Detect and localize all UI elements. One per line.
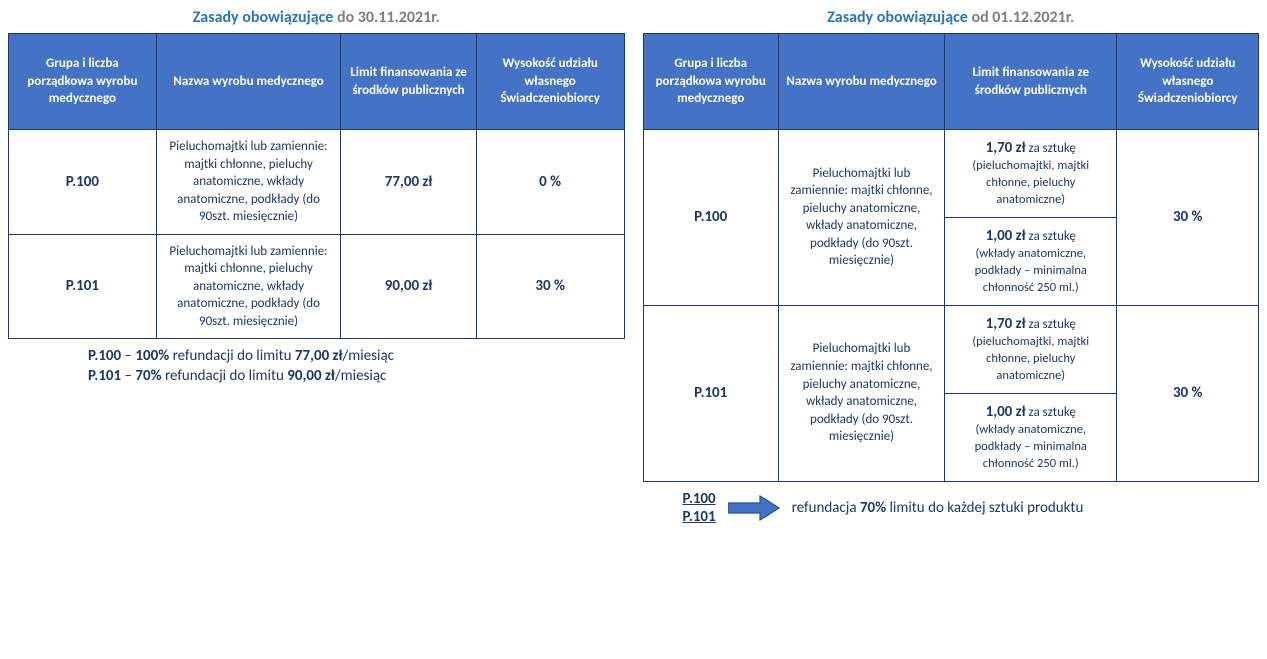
table-before: Grupa i liczba porządkowa wyrobu medyczn… — [8, 33, 625, 339]
th-share: Wysokość udziału własnego Świadczeniobio… — [476, 34, 624, 130]
cell-sublimit: 1,00 zł za sztukę (wkłady anatomiczne, p… — [945, 393, 1117, 481]
sublimit-note: (wkłady anatomiczne, podkłady – minimaln… — [951, 422, 1110, 473]
footer-amount: 90,00 zł — [287, 367, 335, 385]
arrow-right-icon — [728, 495, 780, 521]
title-before-accent: Zasady obowiązujące — [193, 8, 334, 27]
cell-limit: 90,00 zł — [341, 234, 476, 339]
footer-sep: – — [121, 367, 135, 385]
table-row: P.100 Pieluchomajtki lub zamiennie: majt… — [643, 130, 1259, 218]
panel-before: Zasady obowiązujące do 30.11.2021r. Grup… — [8, 8, 625, 387]
cell-name: Pieluchomajtki lub zamiennie: majtki chł… — [156, 130, 341, 235]
table-row: P.101 Pieluchomajtki lub zamiennie: majt… — [9, 234, 625, 339]
cell-name: Pieluchomajtki lub zamiennie: majtki chł… — [156, 234, 341, 339]
title-before: Zasady obowiązujące do 30.11.2021r. — [8, 8, 625, 27]
footer-line: P.100 – 100% refundacji do limitu 77,00 … — [8, 347, 625, 365]
title-after: Zasady obowiązujące od 01.12.2021r. — [643, 8, 1260, 27]
footer-mid: refundacji do limitu — [162, 367, 288, 385]
th-limit: Limit finansowania ze środków publicznyc… — [341, 34, 476, 130]
footer-text-pre: refundacja — [792, 499, 860, 517]
cell-share: 0 % — [476, 130, 624, 235]
sublimit-price: 1,70 zł — [986, 139, 1026, 157]
table-header-row: Grupa i liczba porządkowa wyrobu medyczn… — [9, 34, 625, 130]
cell-name: Pieluchomajtki lub zamiennie: majtki chł… — [778, 305, 944, 481]
footer-suffix: /miesiąc — [342, 347, 394, 365]
table-after: Grupa i liczba porządkowa wyrobu medyczn… — [643, 33, 1260, 482]
footer-text-post: limitu do każdej sztuki produktu — [886, 499, 1083, 517]
footer-suffix: /miesiąc — [335, 367, 387, 385]
cell-sublimit: 1,00 zł za sztukę (wkłady anatomiczne, p… — [945, 217, 1117, 305]
footer-amount: 77,00 zł — [295, 347, 343, 365]
footer-codes: P.100 P.101 — [683, 490, 716, 528]
th-name: Nazwa wyrobu medycznego — [778, 34, 944, 130]
sublimit-unit: za sztukę — [1026, 229, 1076, 244]
comparison-wrapper: Zasady obowiązujące do 30.11.2021r. Grup… — [8, 8, 1259, 527]
cell-share: 30 % — [1117, 305, 1259, 481]
th-limit: Limit finansowania ze środków publicznyc… — [945, 34, 1117, 130]
sublimit-price: 1,00 zł — [986, 403, 1026, 421]
cell-sublimit: 1,70 zł za sztukę (pieluchomajtki, majtk… — [945, 305, 1117, 393]
title-before-dim: do 30.11.2021r. — [333, 8, 439, 27]
cell-limit: 77,00 zł — [341, 130, 476, 235]
sublimit-price: 1,00 zł — [986, 227, 1026, 245]
sublimit-note: (pieluchomajtki, majtki chłonne, pieluch… — [951, 334, 1110, 385]
sublimit-note: (wkłady anatomiczne, podkłady – minimaln… — [951, 246, 1110, 297]
footer-before: P.100 – 100% refundacji do limitu 77,00 … — [8, 347, 625, 385]
footer-code: P.100 — [683, 490, 716, 509]
cell-code: P.100 — [643, 130, 778, 306]
footer-sep: – — [121, 347, 135, 365]
sublimit-unit: za sztukę — [1026, 141, 1076, 156]
sublimit-price: 1,70 zł — [986, 315, 1026, 333]
footer-line: P.101 – 70% refundacji do limitu 90,00 z… — [8, 367, 625, 385]
cell-name: Pieluchomajtki lub zamiennie: majtki chł… — [778, 130, 944, 306]
table-header-row: Grupa i liczba porządkowa wyrobu medyczn… — [643, 34, 1259, 130]
footer-text: refundacja 70% limitu do każdej sztuki p… — [792, 499, 1084, 517]
footer-pct: 70% — [135, 367, 161, 385]
footer-code: P.101 — [88, 367, 121, 385]
title-after-accent: Zasady obowiązujące — [827, 8, 968, 27]
cell-code: P.101 — [643, 305, 778, 481]
footer-code: P.100 — [88, 347, 121, 365]
footer-after: P.100 P.101 refundacja 70% limitu do każ… — [643, 490, 1260, 528]
cell-code: P.101 — [9, 234, 157, 339]
title-after-dim: od 01.12.2021r. — [968, 8, 1074, 27]
cell-share: 30 % — [1117, 130, 1259, 306]
th-name: Nazwa wyrobu medycznego — [156, 34, 341, 130]
cell-code: P.100 — [9, 130, 157, 235]
arrow-shape — [728, 496, 779, 520]
th-group: Grupa i liczba porządkowa wyrobu medyczn… — [643, 34, 778, 130]
table-row: P.100 Pieluchomajtki lub zamiennie: majt… — [9, 130, 625, 235]
table-row: P.101 Pieluchomajtki lub zamiennie: majt… — [643, 305, 1259, 393]
sublimit-unit: za sztukę — [1026, 405, 1076, 420]
th-share: Wysokość udziału własnego Świadczeniobio… — [1117, 34, 1259, 130]
footer-pct: 100% — [135, 347, 169, 365]
footer-mid: refundacji do limitu — [169, 347, 295, 365]
footer-text-pct: 70% — [860, 499, 886, 517]
cell-sublimit: 1,70 zł za sztukę (pieluchomajtki, majtk… — [945, 130, 1117, 218]
footer-code: P.101 — [683, 508, 716, 527]
cell-share: 30 % — [476, 234, 624, 339]
th-group: Grupa i liczba porządkowa wyrobu medyczn… — [9, 34, 157, 130]
sublimit-unit: za sztukę — [1026, 317, 1076, 332]
sublimit-note: (pieluchomajtki, majtki chłonne, pieluch… — [951, 158, 1110, 209]
panel-after: Zasady obowiązujące od 01.12.2021r. Grup… — [643, 8, 1260, 527]
